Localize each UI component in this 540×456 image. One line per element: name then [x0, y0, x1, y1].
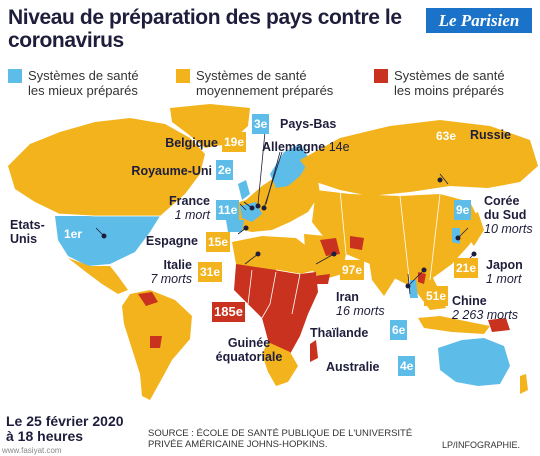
label-france-name: France: [169, 194, 210, 208]
credit: LP/INFOGRAPHIE.: [442, 440, 521, 450]
label-coree-deaths: 10 morts: [484, 222, 533, 236]
rank-badge-japon: 21e: [454, 258, 479, 278]
label-italie-name: Italie: [163, 258, 193, 272]
date-line2: à 18 heures: [6, 428, 84, 444]
rank-badge-thailande: 6e: [390, 320, 408, 340]
rank-badge-coree: 9e: [454, 200, 472, 220]
label-allemagne: Allemagne 14e: [262, 140, 350, 154]
label-chine: Chine 2 263 morts: [452, 294, 518, 322]
label-allemagne-name: Allemagne: [262, 140, 326, 154]
label-coree-l1: Corée: [484, 194, 520, 208]
label-japon-name: Japon: [486, 258, 523, 272]
rank-badge-etats-unis: 1er: [62, 224, 85, 244]
label-thailande: Thaïlande: [310, 326, 369, 340]
legend-best-line2: les mieux préparés: [28, 83, 138, 98]
label-russie: Russie: [470, 128, 511, 142]
city-dots: [101, 177, 477, 289]
date-line1: Le 25 février 2020: [6, 413, 124, 429]
source-note: SOURCE : ÉCOLE DE SANTÉ PUBLIQUE DE L'UN…: [148, 428, 412, 450]
label-iran-name: Iran: [336, 290, 359, 304]
label-etats-unis: Etats- Unis: [10, 218, 45, 246]
label-chine-name: Chine: [452, 294, 487, 308]
venezuela-shape: [138, 292, 158, 306]
madagascar-shape: [310, 340, 318, 362]
source-line2: PRIVÉE AMÉRICAINE JOHNS-HOPKINS.: [148, 439, 328, 450]
rank-badge-russie: 63e: [434, 126, 459, 146]
label-japon-deaths: 1 mort: [486, 272, 522, 286]
rank-badge-pays-bas: 3e: [252, 114, 270, 134]
legend-swatch-yellow: [176, 69, 190, 83]
date-stamp: Le 25 février 2020 à 18 heures: [6, 414, 124, 444]
label-iran: Iran 16 morts: [336, 290, 385, 318]
label-france-deaths: 1 mort: [174, 208, 210, 222]
label-pays-bas: Pays-Bas: [280, 117, 337, 131]
africa-north-shape: [232, 236, 316, 274]
png-shape: [488, 318, 510, 332]
legend-medium-line1: Systèmes de santé: [196, 68, 307, 83]
world-map: [8, 104, 538, 400]
label-coree-l2: du Sud: [484, 208, 527, 222]
indonesia-shape: [418, 316, 490, 334]
label-japon: Japon 1 mort: [486, 258, 523, 286]
southern-africa-shape: [262, 342, 298, 386]
japan-shape: [468, 212, 484, 246]
bolivia-shape: [150, 336, 162, 348]
rank-badge-france: 11e: [216, 200, 240, 220]
watermark: www.fasiyat.com: [2, 446, 62, 455]
thailand-shape: [408, 280, 418, 298]
iraq-shape: [320, 238, 340, 256]
label-belgique: Belgique: [165, 136, 218, 150]
yemen-shape: [314, 274, 330, 284]
source-line1: SOURCE : ÉCOLE DE SANTÉ PUBLIQUE DE L'UN…: [148, 428, 413, 439]
rank-badge-belgique: 19e: [222, 132, 247, 152]
uk-shape: [238, 180, 250, 200]
label-guinee-l1: Guinée: [227, 336, 271, 350]
legend-worst-line1: Systèmes de santé: [394, 68, 505, 83]
afghanistan-shape: [350, 236, 364, 250]
russia-shape: [300, 120, 538, 196]
label-espagne: Espagne: [145, 234, 198, 248]
label-italie: Italie 7 morts: [130, 258, 192, 286]
scandinavia-shape: [270, 144, 310, 188]
legend-medium-line2: moyennement préparés: [196, 83, 334, 98]
label-allemagne-rank: 14e: [328, 140, 350, 154]
india-shape: [368, 254, 398, 296]
new-zealand-shape: [520, 374, 528, 394]
legend-swatch-red: [374, 69, 388, 83]
laos-shape: [418, 272, 426, 284]
label-chine-deaths: 2 263 morts: [452, 308, 519, 322]
rank-badge-royaume-uni: 2e: [216, 160, 234, 180]
page-title: Niveau de préparation des pays contre le…: [8, 6, 402, 52]
rank-badge-australie: 4e: [398, 356, 416, 376]
label-coree: Corée du Sud 10 morts: [484, 194, 533, 236]
rank-badge-iran: 97e: [340, 260, 365, 280]
label-guinee: Guinée équatoriale: [204, 336, 294, 364]
leader-lines: [95, 131, 475, 295]
mexico-shape: [68, 258, 128, 294]
rank-badge-italie: 31e: [198, 262, 223, 282]
rank-badge-guinee: 185e: [212, 302, 245, 322]
legend-swatch-blue: [8, 69, 22, 83]
le-parisien-logo: Le Parisien: [426, 8, 532, 33]
border-lines: [59, 189, 441, 319]
label-france: France 1 mort: [150, 194, 210, 222]
label-guinee-l2: équatoriale: [215, 350, 283, 364]
label-etats-unis-l2: Unis: [10, 232, 38, 246]
legend-best-line1: Systèmes de santé: [28, 68, 139, 83]
rank-badge-espagne: 15e: [206, 232, 231, 252]
label-royaume-uni: Royaume-Uni: [131, 164, 212, 178]
canada-shape: [8, 118, 205, 216]
spain-shape: [226, 220, 244, 232]
legend-worst-line2: les moins préparés: [394, 83, 504, 98]
label-etats-unis-l1: Etats-: [10, 218, 45, 232]
label-iran-deaths: 16 morts: [336, 304, 385, 318]
australia-shape: [438, 338, 510, 386]
label-australie: Australie: [326, 360, 380, 374]
label-italie-deaths: 7 morts: [150, 272, 192, 286]
rank-badge-chine: 51e: [424, 286, 449, 306]
